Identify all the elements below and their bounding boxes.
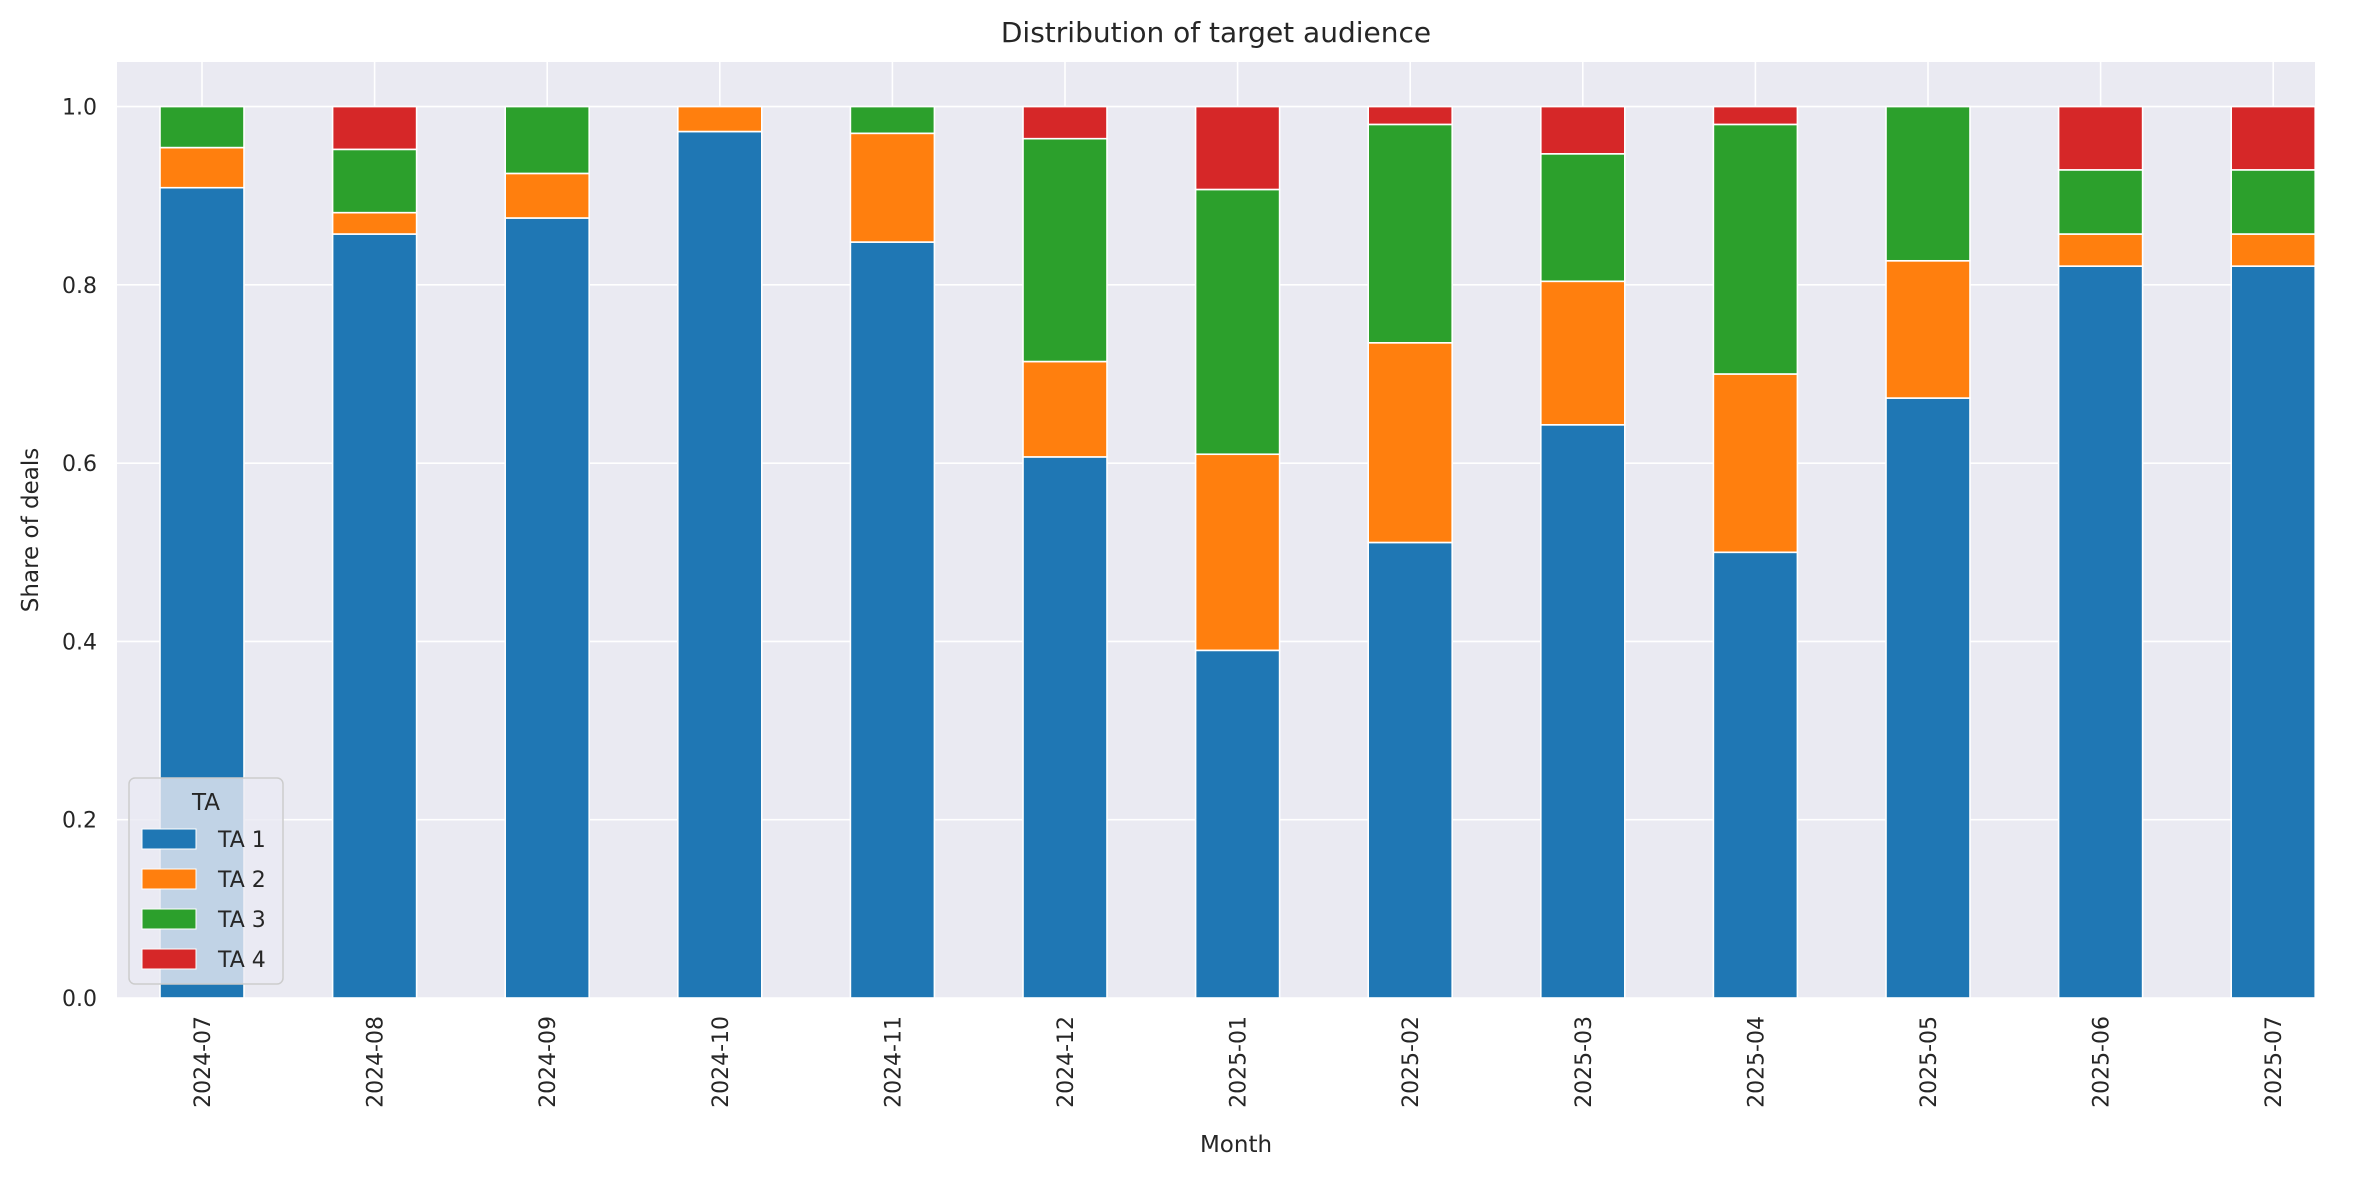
bar-segment-ta-1 bbox=[504, 217, 591, 999]
bar-segment-ta-1 bbox=[1022, 456, 1108, 999]
bar-segment-ta-1 bbox=[1367, 541, 1453, 999]
bar-segment-ta-2 bbox=[1540, 280, 1626, 426]
x-tick-label: 2024-10 bbox=[709, 1016, 734, 1108]
x-tick-label: 2025-01 bbox=[1227, 1016, 1252, 1108]
bar-segment-ta-1 bbox=[331, 233, 418, 999]
bar-segment-ta-1 bbox=[1540, 424, 1626, 999]
bar-segment-ta-1 bbox=[849, 241, 936, 999]
x-tick-label: 2024-11 bbox=[881, 1016, 906, 1108]
legend-title: TA bbox=[191, 790, 220, 816]
bar-segment-ta-2 bbox=[1022, 360, 1108, 458]
bar-segment-ta-4 bbox=[1540, 105, 1626, 155]
bar-segment-ta-1 bbox=[2230, 265, 2316, 999]
x-tick-label: 2024-07 bbox=[191, 1016, 216, 1108]
y-tick-label: 0.2 bbox=[62, 809, 97, 834]
bar-segment-ta-1 bbox=[1712, 551, 1799, 999]
bar-segment-ta-1 bbox=[2057, 265, 2144, 999]
legend-swatch bbox=[141, 948, 197, 970]
y-axis-label: Share of deals bbox=[18, 448, 44, 612]
legend-label: TA 3 bbox=[217, 908, 266, 933]
legend: TA TA 1 TA 2 TA 3 TA 4 bbox=[128, 777, 284, 985]
x-tick-label: 2025-03 bbox=[1572, 1016, 1597, 1108]
bar-segment-ta-3 bbox=[1367, 123, 1453, 344]
legend-swatch bbox=[141, 908, 197, 930]
x-tick-label: 2024-08 bbox=[364, 1016, 389, 1108]
bar-segment-ta-1 bbox=[1194, 649, 1281, 999]
bar-segment-ta-2 bbox=[1367, 341, 1453, 544]
bar-segment-ta-3 bbox=[504, 105, 591, 175]
bar-segment-ta-3 bbox=[1885, 105, 1971, 262]
y-tick-label: 0.4 bbox=[62, 630, 97, 655]
bar-segment-ta-2 bbox=[1885, 259, 1971, 399]
x-tick-label: 2024-09 bbox=[536, 1016, 561, 1108]
bar-segment-ta-1 bbox=[676, 130, 763, 999]
bar-segment-ta-4 bbox=[1022, 105, 1108, 140]
x-tick-label: 2025-05 bbox=[1917, 1016, 1942, 1108]
bar-segment-ta-3 bbox=[1194, 188, 1281, 456]
bar-segment-ta-2 bbox=[849, 132, 936, 243]
bar-segment-ta-4 bbox=[2230, 105, 2316, 171]
x-tick-label: 2025-06 bbox=[2090, 1016, 2115, 1108]
bar-segment-ta-2 bbox=[676, 105, 763, 133]
legend-label: TA 1 bbox=[217, 828, 266, 853]
bar-segment-ta-3 bbox=[2057, 169, 2144, 235]
x-tick-label: 2025-04 bbox=[1744, 1016, 1769, 1108]
chart-title: Distribution of target audience bbox=[1001, 16, 1431, 49]
x-tick-label: 2025-07 bbox=[2262, 1016, 2287, 1108]
bar-segment-ta-2 bbox=[2057, 233, 2144, 267]
bar-segment-ta-2 bbox=[159, 146, 245, 189]
legend-label: TA 4 bbox=[217, 948, 266, 973]
bar-segment-ta-3 bbox=[159, 105, 245, 149]
x-axis-label: Month bbox=[1200, 1132, 1272, 1158]
bar-segment-ta-4 bbox=[331, 105, 418, 151]
legend-swatch bbox=[141, 828, 197, 850]
bar-segment-ta-4 bbox=[1367, 105, 1453, 126]
bar-segment-ta-3 bbox=[2230, 169, 2316, 235]
bar-segment-ta-2 bbox=[2230, 233, 2316, 267]
y-tick-label: 1.0 bbox=[62, 96, 97, 121]
bar-segment-ta-1 bbox=[1885, 397, 1971, 999]
legend-label: TA 2 bbox=[217, 868, 266, 893]
bar-segment-ta-2 bbox=[1712, 373, 1799, 554]
bar-segment-ta-4 bbox=[2057, 105, 2144, 171]
tick-labels: 0.0 0.2 0.4 0.6 0.8 1.0 2024-07 2024-08 2024-09 2… bbox=[62, 96, 2287, 1108]
bar-segment-ta-4 bbox=[1712, 105, 1799, 126]
bar-segment-ta-4 bbox=[1194, 105, 1281, 191]
bar-segment-ta-3 bbox=[1540, 153, 1626, 283]
legend-items: TA 1 TA 2 TA 3 TA 4 bbox=[141, 828, 266, 973]
bar-segment-ta-2 bbox=[504, 172, 591, 219]
y-tick-label: 0.6 bbox=[62, 452, 97, 477]
bar-segment-ta-3 bbox=[1712, 123, 1799, 375]
x-tick-label: 2024-12 bbox=[1054, 1016, 1079, 1108]
bar-segment-ta-2 bbox=[1194, 453, 1281, 652]
legend-swatch bbox=[141, 868, 197, 890]
bar-segment-ta-2 bbox=[331, 211, 418, 235]
y-tick-label: 0.0 bbox=[62, 987, 97, 1012]
bar-segment-ta-3 bbox=[849, 105, 936, 135]
x-tick-label: 2025-02 bbox=[1399, 1016, 1424, 1108]
bar-segment-ta-3 bbox=[1022, 137, 1108, 363]
bar-segment-ta-3 bbox=[331, 148, 418, 214]
y-tick-label: 0.8 bbox=[62, 274, 97, 299]
